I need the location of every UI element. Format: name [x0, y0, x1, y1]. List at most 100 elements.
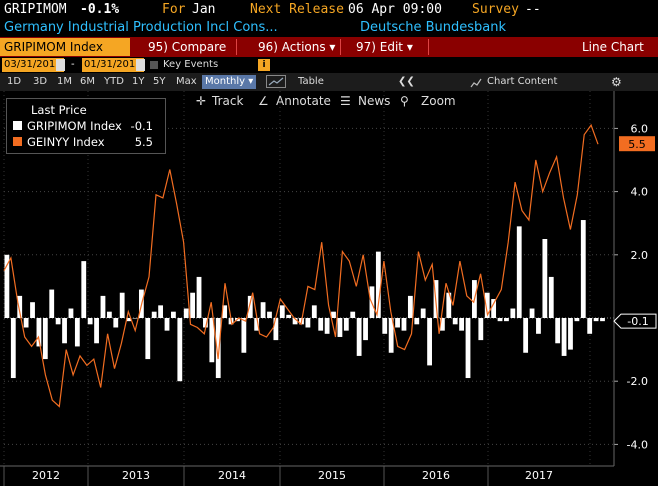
line-series [3, 123, 599, 408]
bar [222, 305, 228, 318]
bar [177, 318, 183, 382]
bar [548, 276, 554, 318]
period-bar: 1D 3D 1M 6M YTD 1Y 5Y Max Monthly ▾ Tabl… [0, 73, 658, 91]
bar [62, 318, 67, 344]
period-1d[interactable]: 1D [7, 76, 22, 87]
survey-value: -- [525, 2, 541, 17]
line-chart[interactable]: 6.04.02.0-2.0-4.05.5-0.1 2012 2013 2014 201… [0, 91, 658, 486]
key-events-checkbox[interactable] [150, 61, 158, 69]
legend-item[interactable]: GEINYY Index 5.5 [13, 135, 159, 150]
bar [209, 318, 215, 363]
period-1m[interactable]: 1M [57, 76, 72, 87]
bar [465, 318, 471, 379]
bar [324, 318, 330, 334]
date-range-bar: 03/31/2012 - 01/31/2018 Key Events i [0, 57, 658, 73]
bar [74, 318, 80, 347]
news-icon[interactable]: ☰ [340, 94, 351, 108]
bar [516, 226, 522, 318]
legend-item[interactable]: GRIPIMOM Index -0.1 [13, 119, 159, 134]
bar [555, 318, 561, 344]
bar [10, 318, 16, 379]
annotate-button[interactable]: Annotate [276, 94, 331, 108]
table-button[interactable]: Table [298, 76, 324, 87]
bar [388, 318, 394, 353]
end-date-input[interactable]: 01/31/2018 [82, 58, 144, 72]
x-tick-label: 2012 [32, 469, 60, 482]
bar [568, 318, 573, 350]
range-dash: - [71, 59, 75, 70]
next-release-label: Next Release [250, 2, 344, 17]
series-line [3, 123, 599, 408]
bar [600, 318, 605, 322]
period-ytd[interactable]: YTD [104, 76, 124, 87]
x-tick-label: 2013 [122, 469, 150, 482]
period-6m[interactable]: 6M [80, 76, 95, 87]
bar [132, 318, 138, 319]
bar [331, 311, 336, 318]
bar [401, 318, 407, 331]
bar [478, 318, 484, 341]
crosshair-icon[interactable]: ✛ [196, 94, 207, 108]
actions-button[interactable]: 96) Actions ▾ [258, 40, 336, 54]
chart-grid [3, 91, 614, 466]
bar [420, 308, 426, 318]
search-icon[interactable]: ⚲ [400, 94, 409, 108]
bar [30, 302, 35, 318]
tag-label: 5.5 [628, 138, 646, 151]
bar [510, 308, 516, 318]
y-tick-label: 6.0 [631, 122, 649, 135]
bar [561, 318, 567, 356]
bar [580, 220, 586, 318]
period-5y[interactable]: 5Y [153, 76, 166, 87]
last-value-tag-orange: 5.5 [619, 136, 655, 152]
legend-value: 5.5 [134, 135, 153, 149]
legend-swatch [13, 137, 22, 146]
bar [279, 305, 285, 318]
calendar-icon[interactable] [136, 59, 145, 71]
bar [171, 311, 176, 318]
chart-content-button[interactable]: Chart Content [487, 76, 558, 87]
period-3d[interactable]: 3D [33, 76, 48, 87]
bar [414, 318, 420, 325]
start-date-input[interactable]: 03/31/2012 [2, 58, 64, 72]
info-icon[interactable]: i [258, 59, 270, 71]
bar [452, 318, 458, 325]
calendar-icon[interactable] [56, 59, 65, 71]
bar [254, 318, 260, 331]
security-field[interactable]: GRIPIMOM Index [0, 38, 130, 56]
bar [158, 305, 164, 318]
survey-label: Survey [472, 2, 519, 17]
period-1y[interactable]: 1Y [132, 76, 145, 87]
bar [4, 254, 10, 318]
bar [491, 299, 497, 318]
bar [203, 318, 208, 328]
bar [375, 251, 381, 318]
bar [55, 318, 61, 325]
key-events-label[interactable]: Key Events [163, 59, 219, 70]
y-axis: 6.0 4.0 2.0 -2.0 -4.0 5.5 -0.1 [613, 91, 657, 466]
bar [350, 311, 356, 318]
pencil-icon[interactable]: ∠ [258, 94, 269, 108]
security-header: GRIPIMOM -0.1% For Jan Next Release 06 A… [0, 0, 658, 19]
bar [536, 318, 541, 334]
chart-type-button[interactable]: Line Chart [582, 40, 644, 54]
bar [427, 318, 432, 366]
bar [42, 318, 48, 360]
tag-box [613, 313, 657, 329]
edit-button[interactable]: 97) Edit ▾ [356, 40, 413, 54]
bar [395, 318, 400, 328]
news-button[interactable]: News [358, 94, 391, 108]
track-button[interactable]: Track [212, 94, 244, 108]
x-tick-label: 2017 [525, 469, 553, 482]
period-max[interactable]: Max [176, 76, 197, 87]
line-chart-icon[interactable] [266, 75, 286, 88]
y-tick-label: -4.0 [627, 438, 648, 451]
gear-icon[interactable]: ⚙ [611, 75, 622, 89]
bar [529, 308, 535, 318]
legend-label: GEINYY Index [27, 135, 105, 149]
back-button[interactable]: ❮❮ [398, 76, 415, 87]
zoom-button[interactable]: Zoom [421, 94, 456, 108]
frequency-dropdown[interactable]: Monthly ▾ [202, 75, 257, 89]
compare-button[interactable]: 95) Compare [148, 40, 227, 54]
legend[interactable]: Last Price GRIPIMOM Index -0.1 GEINYY In… [6, 98, 166, 154]
